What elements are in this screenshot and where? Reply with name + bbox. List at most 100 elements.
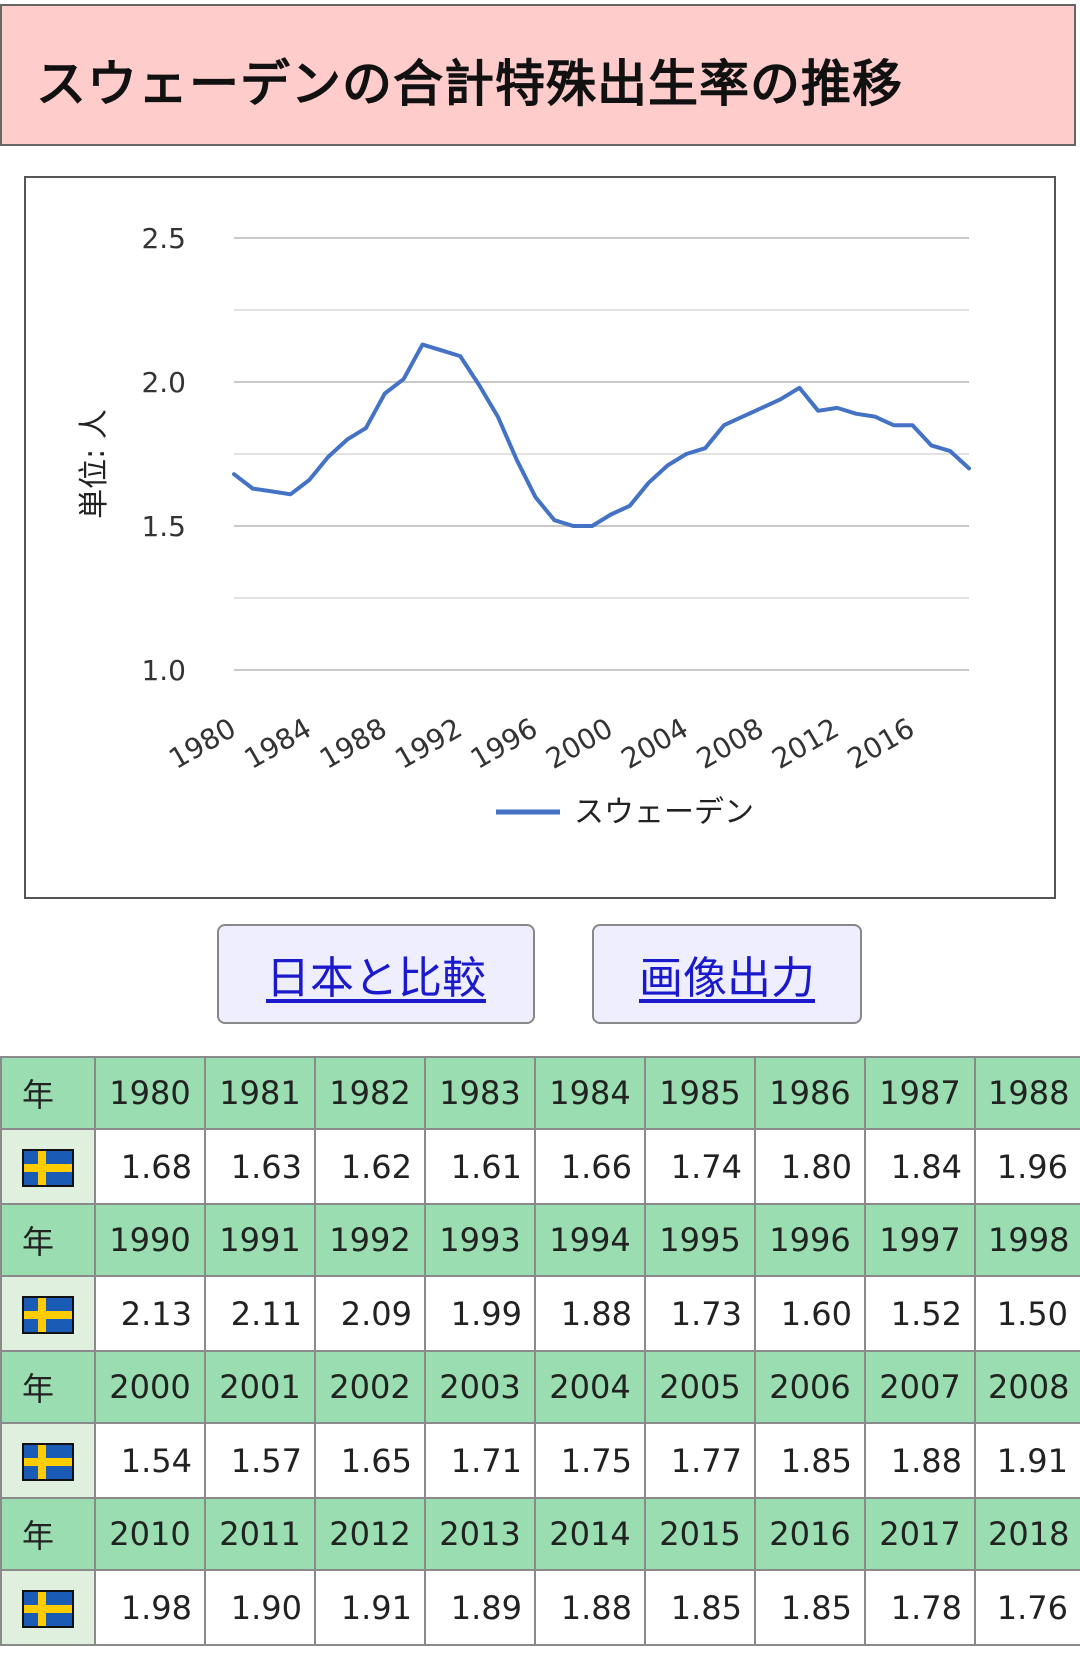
value-cell: 1.60	[754, 1275, 866, 1352]
value-cell: 1.52	[864, 1275, 976, 1352]
value-cell: 1.66	[534, 1128, 646, 1205]
y-tick-label: 1.0	[141, 654, 186, 687]
year-cell: 1995	[644, 1203, 756, 1277]
value-cell: 1.88	[864, 1422, 976, 1499]
year-cell: 2017	[864, 1497, 976, 1571]
x-tick-label: 2012	[766, 711, 844, 775]
flag-cell	[0, 1569, 96, 1646]
value-cell: 1.91	[314, 1569, 426, 1646]
year-cell: 2011	[204, 1497, 316, 1571]
value-cell: 1.76	[974, 1569, 1080, 1646]
year-cell: 1985	[644, 1056, 756, 1130]
value-cell: 2.13	[94, 1275, 206, 1352]
y-tick-label: 2.5	[141, 222, 186, 255]
table-value-row: 1.98 1.90 1.91 1.89 1.88 1.85 1.85 1.78 1.76	[0, 1569, 1080, 1646]
year-cell: 1998	[974, 1203, 1080, 1277]
year-header-cell: 年	[0, 1497, 96, 1571]
value-cell: 1.85	[754, 1422, 866, 1499]
table-value-row: 1.68 1.63 1.62 1.61 1.66 1.74 1.80 1.84 1.96	[0, 1128, 1080, 1205]
year-cell: 2014	[534, 1497, 646, 1571]
series-line-sweden	[232, 342, 971, 528]
table-year-row: 年 1980 1981 1982 1983 1984 1985 1986 1987 1988	[0, 1056, 1080, 1130]
x-tick-label: 2004	[616, 711, 694, 775]
x-tick-label: 2000	[540, 711, 618, 775]
x-tick-label: 1996	[465, 711, 543, 775]
year-cell: 1993	[424, 1203, 536, 1277]
year-cell: 2016	[754, 1497, 866, 1571]
year-cell: 2006	[754, 1350, 866, 1424]
year-header-cell: 年	[0, 1203, 96, 1277]
table-value-row: 1.54 1.57 1.65 1.71 1.75 1.77 1.85 1.88 1.91	[0, 1422, 1080, 1499]
year-cell: 1980	[94, 1056, 206, 1130]
value-cell: 2.11	[204, 1275, 316, 1352]
year-header-cell: 年	[0, 1350, 96, 1424]
x-tick-label: 1992	[389, 711, 467, 775]
value-cell: 1.57	[204, 1422, 316, 1499]
value-cell: 1.73	[644, 1275, 756, 1352]
value-cell: 1.80	[754, 1128, 866, 1205]
year-cell: 2012	[314, 1497, 426, 1571]
year-cell: 2010	[94, 1497, 206, 1571]
value-cell: 1.68	[94, 1128, 206, 1205]
year-cell: 2018	[974, 1497, 1080, 1571]
sweden-flag-icon	[22, 1295, 74, 1334]
flag-cell	[0, 1422, 96, 1499]
value-cell: 1.85	[754, 1569, 866, 1646]
year-cell: 1990	[94, 1203, 206, 1277]
compare-with-japan-button[interactable]: 日本と比較	[217, 924, 535, 1024]
year-cell: 1992	[314, 1203, 426, 1277]
y-tick-label: 1.5	[141, 510, 186, 543]
value-cell: 1.89	[424, 1569, 536, 1646]
year-cell: 1991	[204, 1203, 316, 1277]
legend-label: スウェーデン	[574, 795, 754, 830]
year-cell: 2004	[534, 1350, 646, 1424]
value-cell: 1.90	[204, 1569, 316, 1646]
value-cell: 1.63	[204, 1128, 316, 1205]
x-tick-label: 2016	[842, 711, 920, 775]
value-cell: 1.85	[644, 1569, 756, 1646]
fertility-line-chart: 2.5 2.0 1.5 1.0 1980198419881992199620002004…	[77, 222, 971, 830]
year-cell: 1988	[974, 1056, 1080, 1130]
value-cell: 1.62	[314, 1128, 426, 1205]
y-tick-label: 2.0	[141, 366, 186, 399]
x-tick-label: 2008	[691, 711, 769, 775]
table-value-row: 2.13 2.11 2.09 1.99 1.88 1.73 1.60 1.52 1.50	[0, 1275, 1080, 1352]
value-cell: 1.78	[864, 1569, 976, 1646]
year-cell: 1982	[314, 1056, 426, 1130]
sweden-flag-icon	[22, 1442, 74, 1481]
value-cell: 1.65	[314, 1422, 426, 1499]
x-tick-label: 1988	[314, 711, 392, 775]
value-cell: 1.96	[974, 1128, 1080, 1205]
year-cell: 1986	[754, 1056, 866, 1130]
year-cell: 1981	[204, 1056, 316, 1130]
value-cell: 2.09	[314, 1275, 426, 1352]
year-cell: 2007	[864, 1350, 976, 1424]
year-cell: 1984	[534, 1056, 646, 1130]
year-cell: 1997	[864, 1203, 976, 1277]
value-cell: 1.77	[644, 1422, 756, 1499]
value-cell: 1.54	[94, 1422, 206, 1499]
fertility-data-table: 年 1980 1981 1982 1983 1984 1985 1986 1987 1988 1.6…	[0, 1056, 1080, 1646]
year-cell: 2001	[204, 1350, 316, 1424]
flag-cell	[0, 1128, 96, 1205]
value-cell: 1.50	[974, 1275, 1080, 1352]
value-cell: 1.74	[644, 1128, 756, 1205]
chart-container: 2.5 2.0 1.5 1.0 1980 1984 1988 1992 1996 2000 2004…	[24, 176, 1056, 899]
value-cell: 1.88	[534, 1569, 646, 1646]
table-year-row: 年 2000 2001 2002 2003 2004 2005 2006 2007 2008	[0, 1350, 1080, 1424]
x-tick-label: 1984	[239, 711, 317, 775]
year-cell: 2005	[644, 1350, 756, 1424]
value-cell: 1.84	[864, 1128, 976, 1205]
page-title: スウェーデンの合計特殊出生率の推移	[36, 55, 903, 113]
sweden-flag-icon	[22, 1148, 74, 1187]
value-cell: 1.91	[974, 1422, 1080, 1499]
title-banner: スウェーデンの合計特殊出生率の推移	[0, 4, 1076, 146]
sweden-flag-icon	[22, 1589, 74, 1628]
flag-cell	[0, 1275, 96, 1352]
export-image-button[interactable]: 画像出力	[592, 924, 862, 1024]
value-cell: 1.61	[424, 1128, 536, 1205]
year-cell: 2013	[424, 1497, 536, 1571]
year-cell: 2015	[644, 1497, 756, 1571]
value-cell: 1.88	[534, 1275, 646, 1352]
value-cell: 1.75	[534, 1422, 646, 1499]
